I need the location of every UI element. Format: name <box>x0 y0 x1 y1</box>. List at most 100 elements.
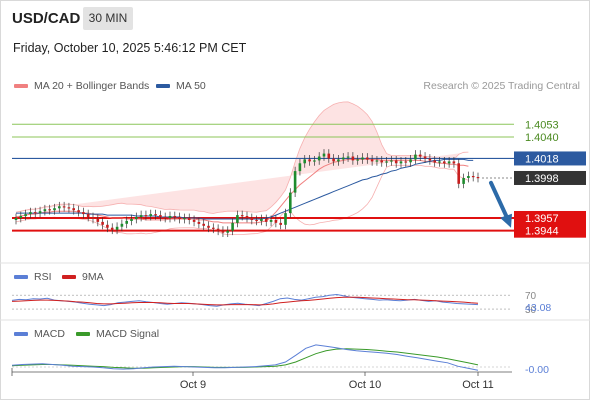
candle-body <box>67 207 71 209</box>
candle-body <box>207 225 210 228</box>
candle-body <box>110 227 114 230</box>
candle-body <box>125 220 128 224</box>
candle-body <box>452 161 456 164</box>
level-label-1.4018: 1.4018 <box>525 153 559 165</box>
candle-body <box>139 215 143 218</box>
candle-body <box>467 176 470 178</box>
rsi-current-value: 43.08 <box>525 302 551 314</box>
candle-body <box>361 157 364 160</box>
candle-body <box>149 214 152 217</box>
candle-body <box>284 213 287 225</box>
candle-body <box>289 192 292 214</box>
candle-body <box>29 212 32 215</box>
candle-body <box>341 157 345 160</box>
candle-body <box>216 228 220 231</box>
candle-body <box>414 154 417 160</box>
candle-body <box>135 217 138 219</box>
candle-body <box>226 230 229 233</box>
x-tick-label: Oct 10 <box>349 379 381 391</box>
level-label-1.3998: 1.3998 <box>525 173 559 185</box>
candle-body <box>380 160 383 163</box>
legend-rsi-swatch <box>14 275 28 279</box>
candle-body <box>221 230 225 233</box>
candle-body <box>245 216 249 218</box>
candle-body <box>322 153 326 157</box>
legend-macd: MACD <box>14 328 65 340</box>
candle-body <box>19 216 23 218</box>
candle-body <box>159 215 162 218</box>
candle-body <box>404 161 408 163</box>
candle-body <box>462 178 465 184</box>
candle-body <box>192 219 196 222</box>
candle-body <box>91 217 95 219</box>
legend-macd-signal-label: MACD Signal <box>96 328 160 340</box>
candle-body <box>144 215 148 217</box>
rsi-tick-30: 30 <box>525 305 537 316</box>
candle-body <box>43 209 47 212</box>
legend-ma50-label: MA 50 <box>176 80 206 92</box>
candle-body <box>183 218 186 220</box>
forecast-arrow-shaft <box>489 180 510 222</box>
candle-body <box>423 156 427 159</box>
candle-body <box>375 160 379 162</box>
legend-macd-signal-swatch <box>76 332 90 336</box>
level-label-bg-1.3957 <box>514 210 586 225</box>
timeframe-button[interactable]: 30 MIN <box>83 7 133 30</box>
legend-rsi-label: RSI <box>34 271 52 283</box>
x-tick-label: Oct 9 <box>180 379 206 391</box>
legend-ma50: MA 50 <box>156 80 206 92</box>
legend-macd-swatch <box>14 332 28 336</box>
candle-body <box>130 219 133 221</box>
candle-body <box>33 212 37 214</box>
candle-body <box>62 206 66 208</box>
candle-body <box>38 211 42 214</box>
candle-body <box>298 163 302 172</box>
candle-body <box>457 163 460 184</box>
ma50-line <box>16 158 474 220</box>
legend-macd-signal: MACD Signal <box>76 328 159 340</box>
macd-signal-line <box>11 348 479 369</box>
legend-macd-label: MACD <box>34 328 65 340</box>
candle-body <box>303 159 306 164</box>
legend-rsi-ma: 9MA <box>62 271 104 283</box>
candle-body <box>115 226 119 230</box>
legend-ma20: MA 20 + Bollinger Bands <box>14 80 149 92</box>
legend-ma20-swatch <box>14 84 28 88</box>
legend-ma50-swatch <box>156 84 170 88</box>
candle-body <box>351 156 355 161</box>
candle-body <box>197 221 201 224</box>
candle-body <box>443 161 446 164</box>
copyright-text: Research © 2025 Trading Central <box>423 80 580 92</box>
datetime-label: Friday, October 10, 2025 5:46:12 PM CET <box>13 41 247 55</box>
candle-body <box>231 222 234 231</box>
candle-body <box>438 161 441 163</box>
candle-body <box>279 222 282 225</box>
candle-body <box>240 215 244 217</box>
candle-body <box>77 210 80 213</box>
level-label-bg-1.3998 <box>514 170 586 185</box>
level-label-bg-1.3944 <box>514 223 586 238</box>
level-label-bg-1.4018 <box>514 151 586 166</box>
legend-rsi: RSI <box>14 271 52 283</box>
candle-body <box>428 158 432 161</box>
candle-body <box>418 154 422 157</box>
candle-body <box>269 219 273 222</box>
level-label-1.3957: 1.3957 <box>525 213 559 225</box>
candle-body <box>82 212 85 215</box>
candle-body <box>96 219 100 222</box>
level-label-1.4053: 1.4053 <box>525 119 559 131</box>
rsi-tick-70: 70 <box>525 291 537 302</box>
candle-body <box>332 158 335 162</box>
candle-body <box>385 161 388 163</box>
level-label-1.4040: 1.4040 <box>525 132 559 144</box>
candle-body <box>313 160 316 162</box>
candle-body <box>212 227 215 229</box>
legend-rsi-ma-swatch <box>62 275 76 279</box>
symbol-title: USD/CAD <box>12 10 81 27</box>
candle-body <box>178 217 181 219</box>
candle-body <box>48 209 51 211</box>
forecast-arrow-head <box>500 213 512 228</box>
candle-body <box>366 157 369 160</box>
macd-current-value: -0.00 <box>525 364 549 376</box>
